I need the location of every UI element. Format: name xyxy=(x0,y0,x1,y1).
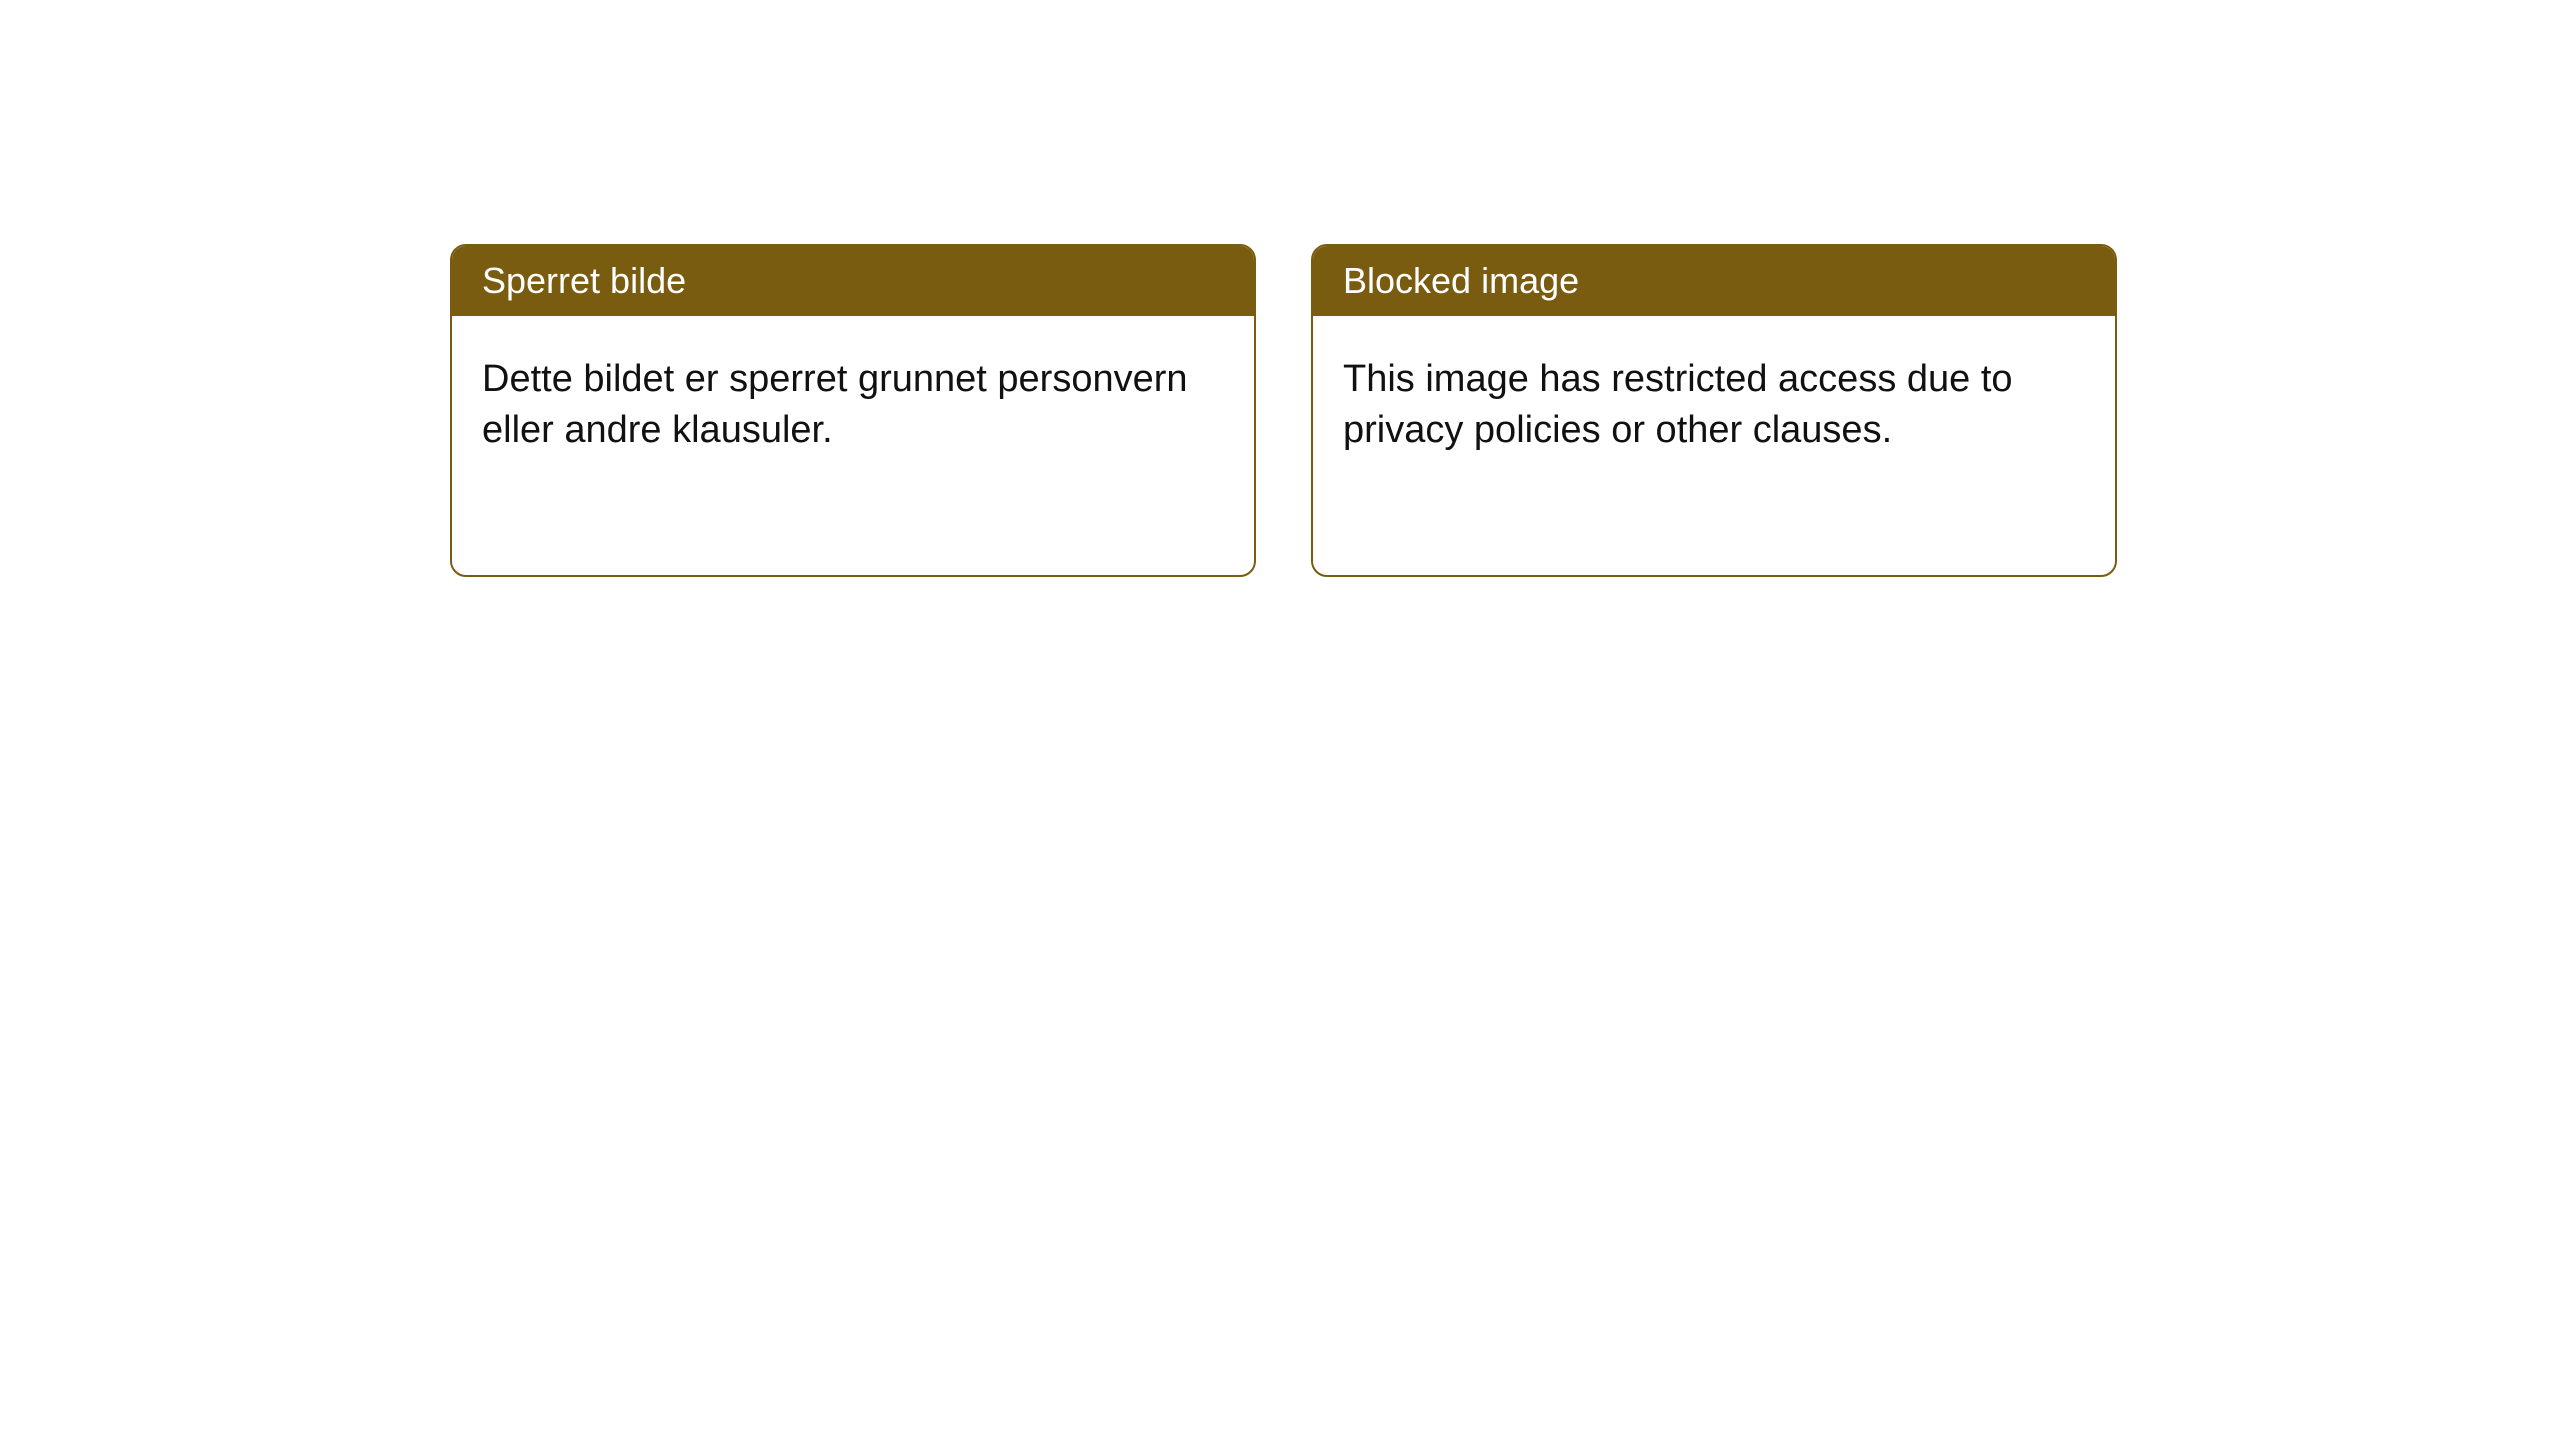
blocked-image-card-no: Sperret bilde Dette bildet er sperret gr… xyxy=(450,244,1256,577)
card-body: This image has restricted access due to … xyxy=(1313,316,2115,495)
cards-container: Sperret bilde Dette bildet er sperret gr… xyxy=(0,0,2560,577)
card-body-text: Dette bildet er sperret grunnet personve… xyxy=(482,358,1188,451)
card-header: Sperret bilde xyxy=(452,246,1254,316)
card-title: Sperret bilde xyxy=(482,260,686,301)
card-title: Blocked image xyxy=(1343,260,1579,301)
blocked-image-card-en: Blocked image This image has restricted … xyxy=(1311,244,2117,577)
card-body-text: This image has restricted access due to … xyxy=(1343,358,2013,451)
card-header: Blocked image xyxy=(1313,246,2115,316)
card-body: Dette bildet er sperret grunnet personve… xyxy=(452,316,1254,495)
